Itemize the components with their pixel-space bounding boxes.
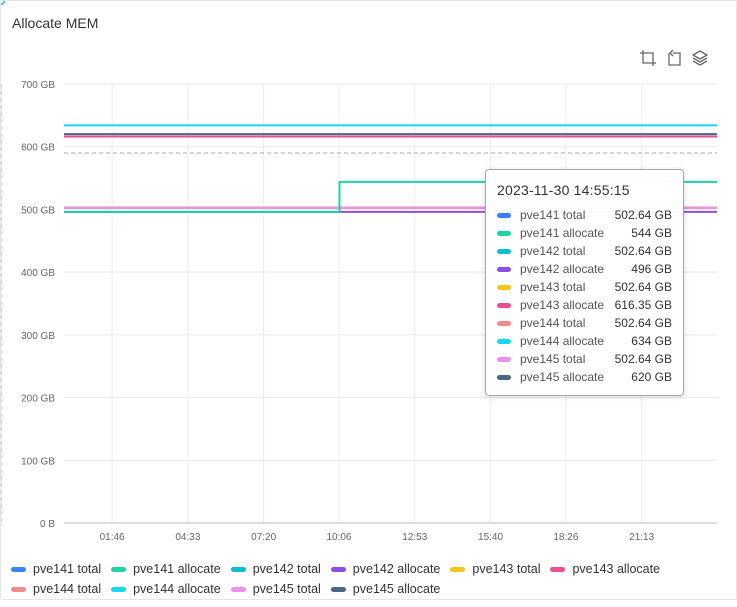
layers-icon[interactable] bbox=[691, 49, 709, 67]
legend-label: pve144 total bbox=[33, 582, 102, 596]
legend-swatch bbox=[230, 586, 246, 592]
tooltip-row: pve142 allocate 496 GB bbox=[497, 260, 672, 278]
tooltip-series-name: pve145 total bbox=[520, 352, 586, 366]
legend-label: pve143 total bbox=[472, 562, 541, 576]
chart-legend: pve141 total pve141 allocate pve142 tota… bbox=[11, 559, 726, 599]
legend-swatch bbox=[11, 566, 26, 572]
hover-point bbox=[1, 1, 5, 5]
y-tick-label: 400 GB bbox=[21, 268, 55, 279]
legend-item[interactable]: pve144 total bbox=[11, 582, 101, 596]
tooltip-swatch bbox=[497, 302, 511, 308]
legend-swatch bbox=[550, 566, 566, 572]
legend-swatch bbox=[111, 586, 127, 592]
legend-item[interactable]: pve142 allocate bbox=[330, 562, 441, 576]
tooltip-series-value: 620 GB bbox=[631, 370, 672, 384]
tooltip-swatch bbox=[497, 212, 511, 218]
tooltip-series-name: pve143 total bbox=[520, 280, 586, 294]
tooltip-series-value: 502.64 GB bbox=[614, 352, 672, 366]
legend-label: pve141 total bbox=[33, 562, 102, 576]
x-tick-label: 21:13 bbox=[629, 532, 654, 543]
tooltip-row: pve143 allocate 616.35 GB bbox=[497, 296, 672, 314]
x-tick-label: 01:46 bbox=[100, 532, 125, 543]
tooltip-series-name: pve141 total bbox=[520, 208, 586, 222]
y-tick-label: 500 GB bbox=[21, 205, 55, 216]
legend-item[interactable]: pve143 allocate bbox=[550, 562, 660, 576]
legend-item[interactable]: pve141 total bbox=[11, 562, 101, 576]
tooltip-series-value: 502.64 GB bbox=[614, 280, 672, 294]
tooltip-row: pve144 total 502.64 GB bbox=[497, 314, 672, 332]
tooltip-row: pve141 allocate 544 GB bbox=[497, 224, 672, 242]
tooltip-swatch bbox=[497, 320, 511, 326]
tooltip-series-value: 502.64 GB bbox=[614, 208, 672, 222]
legend-swatch bbox=[450, 566, 466, 572]
tooltip-series-name: pve144 total bbox=[520, 316, 586, 330]
legend-item[interactable]: pve145 allocate bbox=[330, 582, 441, 596]
tooltip-series-name: pve141 allocate bbox=[520, 226, 605, 240]
y-tick-label: 100 GB bbox=[21, 456, 55, 467]
legend-item[interactable]: pve144 allocate bbox=[111, 582, 221, 596]
y-tick-label: 600 GB bbox=[21, 143, 55, 154]
x-tick-label: 18:26 bbox=[553, 532, 578, 543]
tooltip-swatch bbox=[497, 248, 511, 254]
tooltip-series-value: 634 GB bbox=[631, 334, 672, 348]
tooltip-series-value: 502.64 GB bbox=[614, 316, 672, 330]
legend-row: pve141 total pve141 allocate pve142 tota… bbox=[11, 559, 726, 579]
legend-label: pve143 allocate bbox=[572, 562, 661, 576]
tooltip-series-name: pve144 allocate bbox=[520, 334, 605, 348]
legend-item[interactable]: pve143 total bbox=[450, 562, 540, 576]
legend-item[interactable]: pve145 total bbox=[230, 582, 321, 596]
x-tick-label: 12:53 bbox=[402, 532, 427, 543]
x-tick-label: 07:20 bbox=[251, 532, 276, 543]
legend-item[interactable]: pve141 allocate bbox=[111, 562, 221, 576]
chart-tooltip: 2023-11-30 14:55:15 pve141 total 502.64 G… bbox=[485, 169, 684, 396]
legend-swatch bbox=[330, 566, 346, 572]
legend-swatch bbox=[330, 586, 346, 592]
tooltip-row: pve145 total 502.64 GB bbox=[497, 350, 672, 368]
tooltip-series-name: pve145 allocate bbox=[520, 370, 605, 384]
panel-title: Allocate MEM bbox=[12, 15, 99, 31]
tooltip-time: 2023-11-30 14:55:15 bbox=[497, 182, 630, 198]
tooltip-row: pve142 total 502.64 GB bbox=[497, 242, 672, 260]
tooltip-series-value: 502.64 GB bbox=[614, 244, 672, 258]
tooltip-rows: pve141 total 502.64 GB pve141 allocate 544… bbox=[497, 206, 672, 386]
zoom-icon[interactable] bbox=[639, 49, 657, 67]
tooltip-swatch bbox=[497, 266, 511, 272]
tooltip-series-value: 544 GB bbox=[631, 226, 672, 240]
x-tick-label: 04:33 bbox=[175, 532, 200, 543]
tooltip-row: pve143 total 502.64 GB bbox=[497, 278, 672, 296]
y-tick-label: 700 GB bbox=[21, 80, 55, 91]
y-tick-label: 300 GB bbox=[21, 331, 55, 342]
legend-label: pve142 total bbox=[252, 562, 321, 576]
tooltip-swatch bbox=[497, 356, 511, 362]
tooltip-swatch bbox=[497, 374, 511, 380]
tooltip-series-name: pve142 allocate bbox=[520, 262, 605, 276]
legend-swatch bbox=[111, 566, 127, 572]
legend-label: pve144 allocate bbox=[133, 582, 221, 596]
legend-label: pve145 total bbox=[252, 582, 321, 596]
tooltip-series-value: 496 GB bbox=[631, 262, 672, 276]
legend-label: pve142 allocate bbox=[352, 562, 441, 576]
tooltip-swatch bbox=[497, 338, 511, 344]
tooltip-series-name: pve143 allocate bbox=[520, 298, 605, 312]
tooltip-swatch bbox=[497, 230, 511, 236]
tooltip-row: pve141 total 502.64 GB bbox=[497, 206, 672, 224]
chart-toolbox bbox=[639, 49, 709, 67]
tooltip-series-value: 616.35 GB bbox=[614, 298, 672, 312]
legend-row: pve144 total pve144 allocate pve145 tota… bbox=[11, 579, 726, 599]
tooltip-row: pve144 allocate 634 GB bbox=[497, 332, 672, 350]
zoom-reset-icon[interactable] bbox=[665, 49, 683, 67]
legend-label: pve141 allocate bbox=[133, 562, 221, 576]
y-tick-label: 200 GB bbox=[21, 394, 55, 405]
x-tick-label: 10:06 bbox=[326, 532, 351, 543]
y-tick-label: 0 B bbox=[40, 519, 55, 530]
legend-swatch bbox=[230, 566, 246, 572]
tooltip-series-name: pve142 total bbox=[520, 244, 586, 258]
legend-item[interactable]: pve142 total bbox=[230, 562, 321, 576]
legend-label: pve145 allocate bbox=[352, 582, 441, 596]
x-tick-label: 15:40 bbox=[478, 532, 503, 543]
tooltip-row: pve145 allocate 620 GB bbox=[497, 368, 672, 386]
legend-swatch bbox=[11, 586, 26, 592]
tooltip-swatch bbox=[497, 284, 511, 290]
